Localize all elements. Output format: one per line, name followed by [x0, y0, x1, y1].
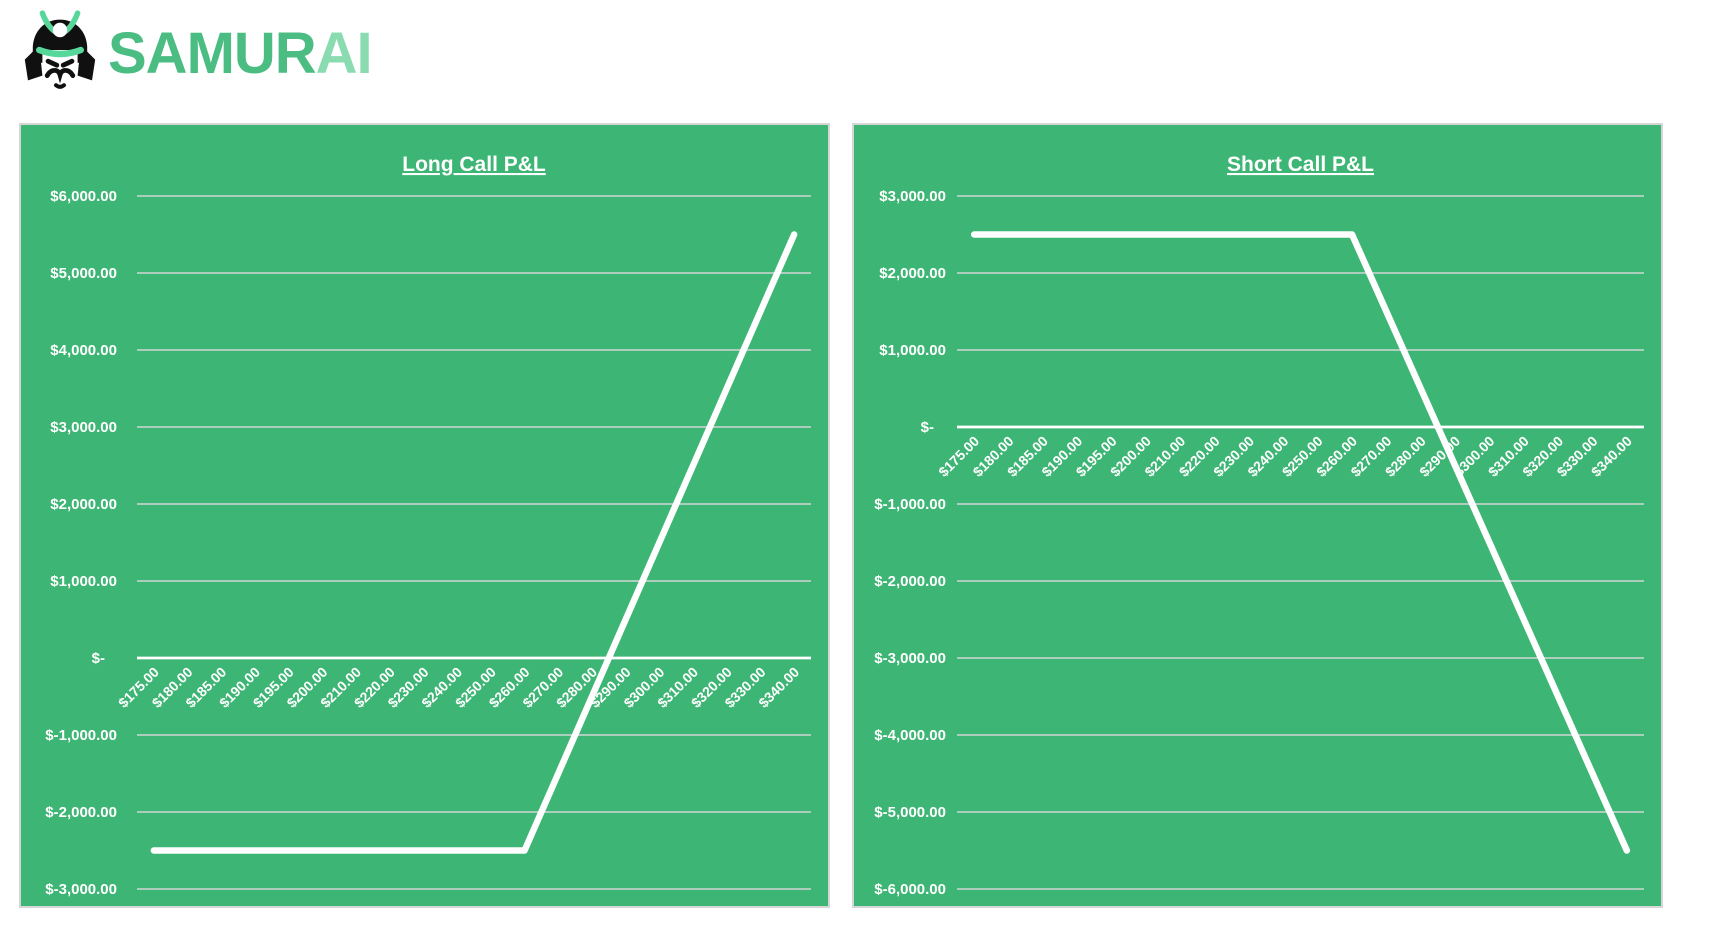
chart-title: Short Call P&L	[1227, 153, 1374, 176]
y-tick-label: $-5,000.00	[874, 804, 946, 821]
y-tick-label: $-1,000.00	[45, 727, 117, 744]
y-tick-label: $-	[92, 650, 105, 667]
y-tick-label: $2,000.00	[879, 265, 946, 282]
y-tick-label: $-3,000.00	[874, 650, 946, 667]
short-call-chart-panel: Short Call P&L $3,000.00 $2,000.00 $1,000.0…	[852, 123, 1663, 908]
series-line	[150, 231, 798, 854]
y-tick-label: $5,000.00	[50, 265, 117, 282]
y-tick-label: $2,000.00	[50, 496, 117, 513]
y-tick-label: $-1,000.00	[874, 496, 946, 513]
long-call-chart: Long Call P&L $6,000.00 $5,000.00 $4,000.00…	[45, 153, 811, 898]
y-tick-label: $-4,000.00	[874, 727, 946, 744]
samurai-helmet-icon	[24, 10, 96, 90]
series-line	[970, 231, 1631, 854]
y-tick-label: $-	[921, 419, 934, 436]
y-tick-label: $6,000.00	[50, 188, 117, 205]
short-call-chart: Short Call P&L $3,000.00 $2,000.00 $1,000.0…	[874, 153, 1644, 898]
y-tick-label: $3,000.00	[879, 188, 946, 205]
logo-text-secondary: AI	[315, 21, 373, 86]
logo-text-primary: SAMUR	[108, 21, 317, 86]
long-call-chart-panel: Long Call P&L $6,000.00 $5,000.00 $4,000.00…	[19, 123, 830, 908]
charts-area: Long Call P&L $6,000.00 $5,000.00 $4,000.00…	[0, 123, 1726, 908]
y-tick-label: $1,000.00	[50, 573, 117, 590]
y-tick-label: $-2,000.00	[45, 804, 117, 821]
chart-title: Long Call P&L	[402, 153, 546, 176]
y-tick-label: $-3,000.00	[45, 881, 117, 898]
y-tick-label: $3,000.00	[50, 419, 117, 436]
y-tick-label: $1,000.00	[879, 342, 946, 359]
logo: SAMURAI	[20, 8, 373, 100]
y-tick-label: $-6,000.00	[874, 881, 946, 898]
y-tick-label: $4,000.00	[50, 342, 117, 359]
y-tick-label: $-2,000.00	[874, 573, 946, 590]
logo-text: SAMURAI	[108, 25, 373, 83]
